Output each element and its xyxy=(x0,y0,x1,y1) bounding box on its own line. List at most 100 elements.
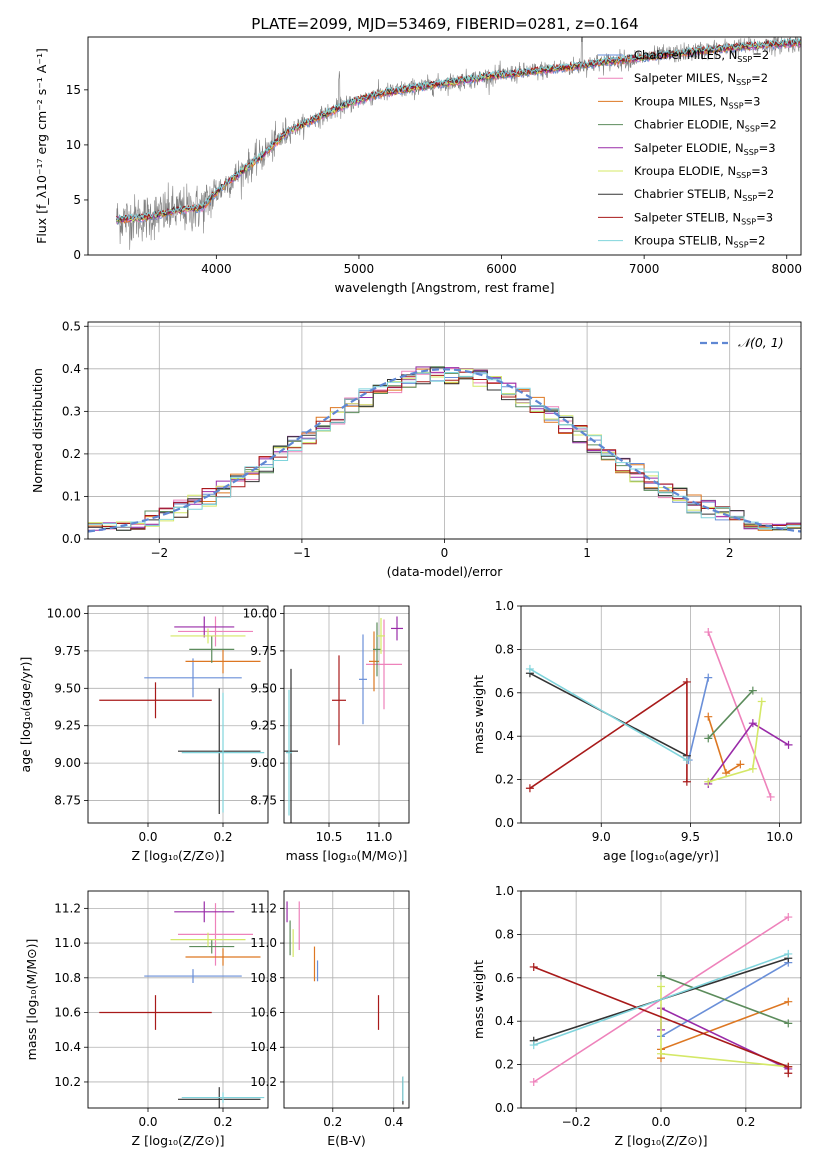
legend-label: Chabrier MILES, NSSP=2 xyxy=(634,48,769,64)
y-tick-label: 9.75 xyxy=(250,644,277,658)
point-chabrier-elodie xyxy=(189,635,235,663)
weight-marker-chabrier-elodie xyxy=(748,686,757,695)
grid xyxy=(284,891,409,1108)
point-chabrier-elodie xyxy=(189,939,235,954)
weight-line-chabrier-miles xyxy=(687,677,710,761)
panel-mass_vs_Z: 0.0 0.2 10.2 10.4 10.6 10.8 11.0 11.2 Z [log₁₀(Z… xyxy=(24,890,269,1148)
weight-marker-salpeter-stelib xyxy=(682,777,691,786)
point-kroupa-stelib xyxy=(181,1092,265,1103)
weight-marker-salpeter-stelib xyxy=(784,1069,793,1078)
y-tick-label: 0.2 xyxy=(62,447,81,461)
weight-marker-kroupa-elodie xyxy=(657,982,665,991)
point-salpeter-elodie xyxy=(174,616,235,638)
point-salpeter-elodie xyxy=(174,901,235,923)
point-salpeter-elodie xyxy=(391,616,403,641)
y-tick-label: 0.6 xyxy=(495,971,514,985)
point-kroupa-miles xyxy=(185,948,261,966)
y-tick-label: 10.8 xyxy=(54,971,81,985)
y-tick-label: 0.8 xyxy=(495,927,514,941)
grid xyxy=(521,605,801,824)
panel-weight_vs_Z: −0.2 0.0 0.2 0.0 0.2 0.4 0.6 0.8 1.0 Z [log₁₀(Z/Z… xyxy=(471,884,802,1148)
weight-marker-kroupa-stelib xyxy=(529,1041,538,1050)
y-tick-label: 10.6 xyxy=(54,1006,81,1020)
y-tick-label: 0.2 xyxy=(495,1058,514,1072)
point-chabrier-miles xyxy=(359,634,367,725)
y-tick-label: 0.3 xyxy=(62,404,81,418)
legend-label: Kroupa MILES, NSSP=3 xyxy=(634,94,760,110)
grid xyxy=(88,606,268,823)
panel-residuals: −2 −1 0 1 2 0.0 0.1 0.2 0.3 0.4 0.5 (data-model)/er… xyxy=(30,319,802,579)
grid xyxy=(88,891,268,1108)
weight-marker-chabrier-elodie xyxy=(657,971,665,980)
y-axis-label: age [log₁₀(age/yr)] xyxy=(18,657,33,773)
panel-age_vs_mass: 10.5 11.0 8.75 9.00 9.25 9.50 9.75 10.00 mass [l… xyxy=(243,605,410,863)
point-salpeter-miles xyxy=(178,903,253,966)
axes-frame xyxy=(283,605,410,824)
x-tick-label: −2 xyxy=(150,546,168,560)
x-tick-label: 0 xyxy=(441,546,449,560)
x-tick-label: 9.5 xyxy=(681,830,700,844)
marks xyxy=(284,616,403,823)
weight-marker-kroupa-miles xyxy=(784,997,793,1006)
figure-title: PLATE=2099, MJD=53469, FIBERID=0281, z=0… xyxy=(251,15,638,33)
histogram-kroupa-stelib xyxy=(88,372,801,530)
point-chabrier-stelib xyxy=(284,668,298,823)
weight-marker-kroupa-elodie xyxy=(657,1049,665,1058)
x-axis-label: Z [log₁₀(Z/Z⊙)] xyxy=(615,1133,708,1148)
y-tick-label: 10.8 xyxy=(250,971,277,985)
point-kroupa-stelib xyxy=(286,689,292,816)
x-tick-label: 1 xyxy=(583,546,591,560)
marks xyxy=(99,616,265,815)
y-tick-label: 0.8 xyxy=(495,642,514,656)
legend-label: Salpeter STELIB, NSSP=3 xyxy=(634,210,773,226)
weight-line-chabrier-elodie xyxy=(707,690,754,739)
grid xyxy=(284,606,409,823)
weight-line-kroupa-miles xyxy=(660,1000,789,1059)
panel-spectrum: 4000 5000 6000 7000 8000 0 5 10 15 wavelength [An… xyxy=(34,36,802,295)
x-tick-label: 0.2 xyxy=(323,1115,342,1129)
weight-line-kroupa-stelib xyxy=(533,953,789,1046)
y-tick-label: 0.6 xyxy=(495,686,514,700)
legend-label: Salpeter MILES, NSSP=2 xyxy=(634,71,768,87)
weight-marker-kroupa-miles xyxy=(736,760,745,769)
y-tick-label: 15 xyxy=(66,83,81,97)
weight-marker-salpeter-miles xyxy=(529,1077,538,1086)
y-tick-label: 0.4 xyxy=(495,1014,514,1028)
x-axis-label: E(B-V) xyxy=(327,1133,366,1148)
point-salpeter-stelib xyxy=(99,682,212,719)
axes-frame xyxy=(87,36,802,256)
weight-line-salpeter-stelib xyxy=(529,680,688,789)
point-chabrier-miles xyxy=(144,658,242,698)
weight-line-chabrier-elodie xyxy=(660,974,789,1025)
y-tick-label: 5 xyxy=(73,193,81,207)
legend-label: Chabrier STELIB, NSSP=2 xyxy=(634,187,774,203)
x-tick-label: 8000 xyxy=(771,262,802,276)
axes-frame xyxy=(283,890,410,1109)
x-tick-label: 11.0 xyxy=(366,830,393,844)
point-chabrier-stelib xyxy=(178,688,261,815)
weight-line-salpeter-miles xyxy=(707,631,772,798)
point-kroupa-miles xyxy=(185,649,261,674)
weight-marker-kroupa-stelib xyxy=(784,949,793,958)
x-tick-label: 0.0 xyxy=(138,830,157,844)
axes-frame xyxy=(87,890,269,1109)
legend: Chabrier MILES, NSSP=2 Salpeter MILES, NS… xyxy=(598,48,777,250)
y-tick-label: 10 xyxy=(66,138,81,152)
y-tick-label: 10.00 xyxy=(47,606,81,620)
x-tick-label: 9.0 xyxy=(592,830,611,844)
y-tick-label: 8.75 xyxy=(250,794,277,808)
point-salpeter-miles xyxy=(178,616,253,647)
y-axis-label: mass weight xyxy=(471,675,486,754)
legend-label: Chabrier ELODIE, NSSP=2 xyxy=(634,118,777,134)
legend: 𝒩(0, 1) xyxy=(700,335,784,350)
weight-marker-kroupa-stelib xyxy=(682,756,691,765)
grid xyxy=(88,322,801,540)
y-tick-label: 9.50 xyxy=(250,681,277,695)
point-kroupa-elodie xyxy=(377,617,385,654)
legend-label: 𝒩(0, 1) xyxy=(738,335,784,350)
x-axis-label: Z [log₁₀(Z/Z⊙)] xyxy=(132,1133,225,1148)
x-tick-label: 0.4 xyxy=(384,1115,403,1129)
axes-frame xyxy=(87,605,269,824)
weight-marker-salpeter-miles xyxy=(784,913,793,922)
